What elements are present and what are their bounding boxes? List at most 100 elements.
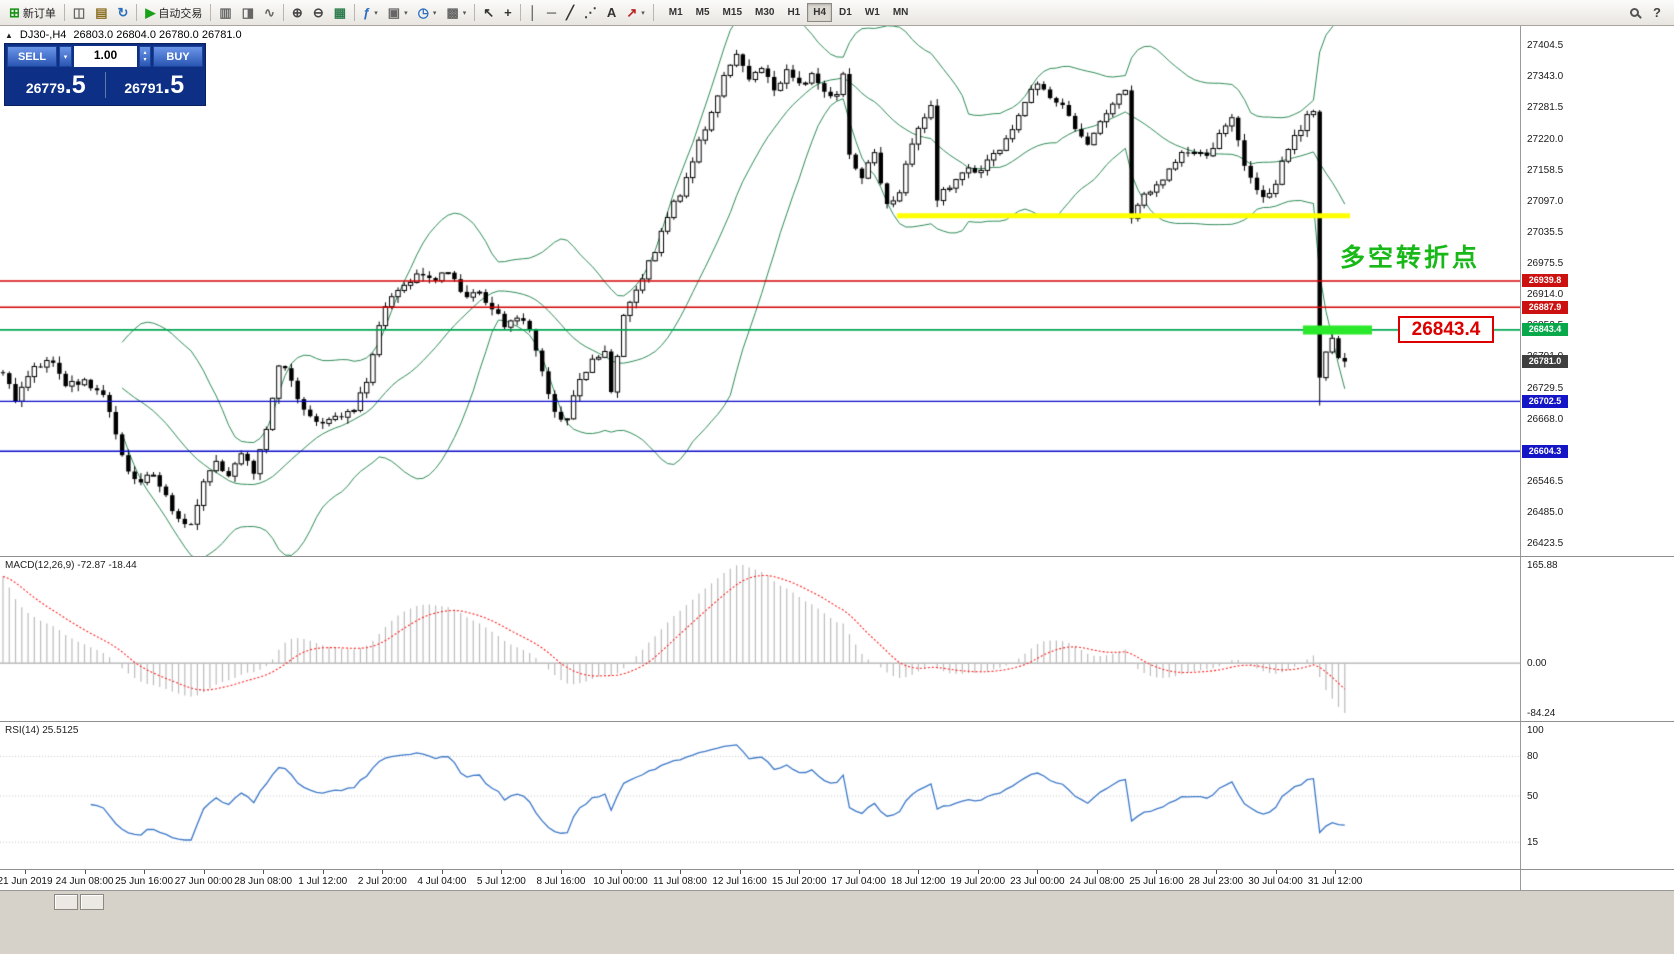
macd-scale-label: 165.88 (1527, 560, 1558, 571)
stepper-down-icon[interactable]: ▾ (143, 56, 147, 63)
arrow-tools-icon[interactable]: ↗ ▾ (622, 2, 648, 23)
bars-chart-icon[interactable]: ▥ (215, 2, 235, 23)
volume-stepper[interactable]: ▴ ▾ (139, 46, 151, 67)
help-icon[interactable]: ? (1649, 2, 1665, 23)
time-tick (858, 870, 860, 874)
sell-price-fraction: .5 (64, 70, 86, 99)
time-axis-label: 28 Jul 23:00 (1188, 876, 1244, 887)
rsi-indicator-label: RSI(14) 25.5125 (5, 725, 79, 736)
time-tick (1096, 870, 1098, 874)
stepper-up-icon[interactable]: ▴ (143, 49, 147, 56)
zoom-out-icon[interactable]: ⊖ (309, 2, 328, 23)
one-click-trading-panel: SELL ▾ 1.00 ▴ ▾ BUY 26779.5 26791.5 (4, 43, 206, 106)
price-axis-label: 27404.5 (1527, 40, 1564, 52)
horizontal-line-icon[interactable]: ─ (543, 2, 560, 23)
timeframe-m15[interactable]: M15 (717, 3, 748, 22)
timeframe-h1[interactable]: H1 (781, 3, 806, 22)
objects-icon[interactable]: ▣ ▾ (384, 2, 412, 23)
time-tick (1216, 870, 1217, 874)
price-tag: 26702.5 (1522, 394, 1568, 408)
timeframe-d1[interactable]: D1 (833, 3, 858, 22)
price-axis[interactable]: 27404.5 27343.0 27281.5 27220.0 27158.5 27097… (1520, 26, 1674, 890)
toolbar-separator (63, 4, 65, 21)
buy-price[interactable]: 26791.5 (106, 71, 204, 100)
sell-options-dropdown[interactable]: ▾ (59, 46, 72, 67)
zoom-in-icon[interactable]: ⊕ (288, 2, 307, 23)
time-tick (1275, 870, 1277, 874)
line-chart-icon[interactable]: ∿ (260, 2, 279, 23)
search-icon[interactable] (1626, 2, 1643, 23)
crosshair-icon: + (504, 5, 512, 20)
volume-input[interactable]: 1.00 (74, 46, 137, 67)
price-chart-canvas[interactable] (0, 26, 1520, 556)
sell-price-base: 26779 (25, 79, 65, 96)
time-tick (25, 870, 26, 874)
cursor-icon[interactable]: ↖ (479, 2, 498, 23)
price-axis-label: 27158.5 (1527, 164, 1564, 176)
pane-separator[interactable] (0, 556, 1674, 557)
indicators-icon: ƒ (363, 5, 371, 20)
pane-separator[interactable] (0, 721, 1674, 722)
toolbar-separator (474, 4, 476, 21)
price-axis-label: 26546.5 (1527, 475, 1564, 487)
chart-tab-1[interactable] (54, 894, 78, 910)
sell-button[interactable]: SELL (7, 46, 57, 67)
time-axis-label: 11 Jul 08:00 (653, 876, 707, 887)
time-tick (620, 870, 622, 874)
fibonacci-icon: ⋰ (583, 5, 597, 20)
vertical-line-icon[interactable]: │ (525, 2, 541, 23)
timeframe-w1[interactable]: W1 (859, 3, 886, 22)
fibonacci-icon[interactable]: ⋰ (580, 2, 601, 23)
time-axis-label: 21 Jun 2019 (0, 876, 53, 887)
macd-pane: MACD(12,26,9) -72.87 -18.44 (0, 557, 1520, 721)
pane-separator[interactable] (0, 869, 1674, 870)
templates-icon[interactable]: ▩ ▾ (442, 2, 470, 23)
symbol-name: DJ30-,H4 (19, 29, 67, 41)
timeframe-h4[interactable]: H4 (807, 3, 833, 22)
period-icon[interactable]: ◷ ▾ (414, 2, 441, 23)
symbol-info: ▲ DJ30-,H4 26803.0 26804.0 26780.0 26781… (5, 29, 242, 41)
text-icon[interactable]: A (603, 2, 620, 23)
macd-canvas[interactable] (0, 557, 1520, 721)
time-axis-label: 8 Jul 16:00 (536, 876, 586, 887)
timeframe-m1[interactable]: M1 (663, 3, 689, 22)
rsi-scale-label: 50 (1527, 791, 1539, 802)
templates-icon: ▩ (446, 5, 459, 20)
price-tag: 26781.0 (1522, 355, 1568, 369)
toolbar-separator (354, 4, 356, 21)
time-tick (203, 870, 205, 874)
price-axis-label: 27343.0 (1527, 71, 1564, 83)
buy-button[interactable]: BUY (153, 46, 203, 67)
time-axis-label: 18 Jul 12:00 (891, 876, 946, 887)
refresh-icon[interactable]: ↻ (114, 2, 133, 23)
indicators-icon[interactable]: ƒ ▾ (359, 2, 382, 23)
chart-tab-2[interactable] (80, 894, 104, 910)
one-click-collapse-icon[interactable]: ▲ (5, 30, 13, 40)
auto-trading-button[interactable]: ▶ 自动交易 (141, 2, 206, 23)
timeframe-m30[interactable]: M30 (749, 3, 780, 22)
buy-price-base: 26791 (124, 79, 164, 96)
trendline-icon[interactable]: ╱ (562, 2, 578, 23)
price-axis-label: 27097.0 (1527, 196, 1564, 208)
chart-window-icon[interactable]: ◫ (69, 2, 89, 23)
time-axis[interactable]: 21 Jun 2019 24 Jun 08:00 25 Jun 16:00 27 Ju… (0, 870, 1520, 890)
sell-price[interactable]: 26779.5 (7, 71, 105, 100)
crosshair-icon[interactable]: + (500, 2, 516, 23)
timeframe-m5[interactable]: M5 (690, 3, 716, 22)
time-tick (560, 870, 562, 874)
auto-trading-button-label: 自动交易 (158, 7, 203, 20)
trendline-icon: ╱ (566, 5, 574, 20)
timeframe-mn[interactable]: MN (887, 3, 915, 22)
rsi-canvas[interactable] (0, 722, 1520, 869)
toolbar-button-group: ⊞ 新订单 ◫ ▤ ↻ ▶ 自动交易 ▥ ◨ ∿ ⊕ ⊖ ▦ ƒ ▾ ▣ ▾ ◷ ▾ ▩ ▾ ↖ + │ ─ ╱ ⋰ A ↗ ▾ (4, 2, 657, 23)
objects-icon: ▣ (387, 5, 401, 20)
new-order-button[interactable]: ⊞ 新订单 (5, 2, 60, 23)
auto-trading-button: ▶ (145, 5, 156, 20)
price-tag: 26843.4 (1522, 323, 1568, 337)
candlestick-chart-icon[interactable]: ◨ (238, 2, 258, 23)
time-axis-label: 25 Jun 16:00 (115, 876, 174, 887)
time-tick (322, 870, 324, 874)
grid-icon[interactable]: ▦ (330, 2, 350, 23)
price-axis-label: 27281.5 (1527, 102, 1564, 114)
profiles-icon[interactable]: ▤ (91, 2, 111, 23)
